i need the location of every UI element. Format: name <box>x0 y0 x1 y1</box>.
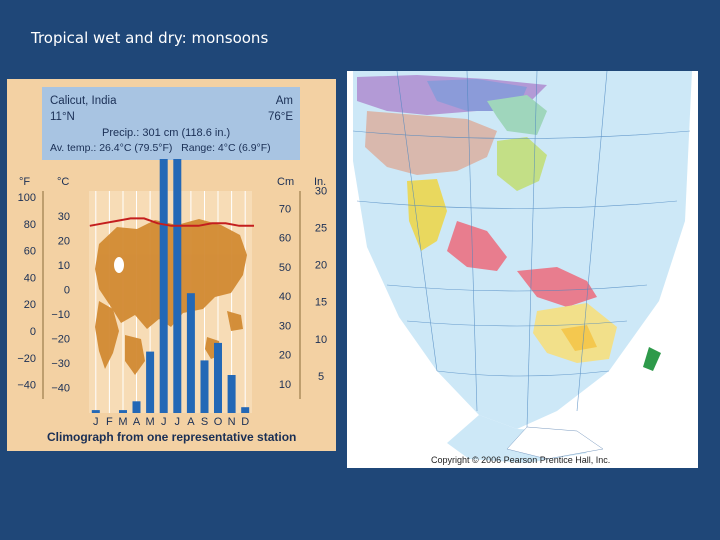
graticule <box>352 71 691 428</box>
cm-tick-label: 30 <box>279 320 291 332</box>
f-tick-label: 20 <box>24 299 36 311</box>
precip-bar <box>173 159 182 413</box>
slide-title: Tropical wet and dry: monsoons <box>31 29 269 47</box>
precip-bar <box>200 360 209 413</box>
f-tick-label: 40 <box>24 272 36 284</box>
precip-bar <box>159 159 168 413</box>
climograph-svg: Calicut, India Am 11°N 76°E Precip.: 301… <box>17 87 327 444</box>
month-label: J <box>93 416 99 428</box>
glacier-patch <box>114 257 124 273</box>
c-axis-label: °C <box>57 176 69 188</box>
f-tick-label: 0 <box>30 326 36 338</box>
in-axis-label: In. <box>314 176 326 188</box>
cm-tick-label: 50 <box>279 262 291 274</box>
f-tick-label: 100 <box>18 192 36 204</box>
c-tick-label: −40 <box>51 383 70 395</box>
cm-tick-label: 10 <box>279 379 291 391</box>
cm-tick-label: 20 <box>279 350 291 362</box>
in-tick-labels: 30 25 20 15 10 5 <box>315 185 327 383</box>
in-tick-label: 25 <box>315 223 327 235</box>
precip-bar <box>91 410 100 413</box>
f-tick-label: 80 <box>24 219 36 231</box>
c-tick-label: 0 <box>64 285 70 297</box>
c-tick-label: 10 <box>58 260 70 272</box>
world-silhouette <box>95 219 247 375</box>
map-copyright: Copyright © 2006 Pearson Prentice Hall, … <box>431 455 610 465</box>
cm-tick-label: 40 <box>279 291 291 303</box>
month-label: J <box>161 416 167 428</box>
precip-bars <box>91 159 250 413</box>
climate-code: Am <box>276 95 293 107</box>
c-tick-label: −10 <box>51 309 70 321</box>
month-label: O <box>214 416 223 428</box>
precip-summary: Precip.: 301 cm (118.6 in.) <box>102 127 230 139</box>
temperature-line <box>89 217 254 227</box>
station-longitude: 76°E <box>268 111 293 123</box>
precip-bar <box>186 293 195 413</box>
station-name: Calicut, India <box>50 95 117 107</box>
month-label: J <box>175 416 181 428</box>
climograph-panel: Calicut, India Am 11°N 76°E Precip.: 301… <box>7 79 336 451</box>
month-label: F <box>106 416 113 428</box>
month-label: M <box>146 416 155 428</box>
f-tick-label: 60 <box>24 246 36 258</box>
cm-tick-labels: 70 60 50 40 30 20 10 <box>279 204 291 391</box>
precip-bar <box>119 410 127 413</box>
f-tick-labels: 100 80 60 40 20 0 −20 −40 <box>17 192 36 392</box>
precip-bar <box>146 351 155 413</box>
precip-bar <box>227 375 236 413</box>
chart-title: Climograph from one representative stati… <box>47 430 296 444</box>
precip-bar <box>214 342 222 413</box>
temp-summary: Av. temp.: 26.4°C (79.5°F) Range: 4°C (6… <box>50 142 271 154</box>
map-svg: Copyright © 2006 Pearson Prentice Hall, … <box>347 71 698 468</box>
c-tick-label: 20 <box>58 236 70 248</box>
precip-bar <box>132 401 141 413</box>
c-tick-label: 30 <box>58 211 70 223</box>
in-tick-label: 30 <box>315 185 327 197</box>
f-tick-label: −40 <box>17 380 36 392</box>
month-label: N <box>228 416 236 428</box>
c-tick-label: −30 <box>51 358 70 370</box>
in-tick-label: 5 <box>318 371 324 383</box>
in-tick-label: 15 <box>315 297 327 309</box>
in-tick-label: 10 <box>315 334 327 346</box>
month-label: A <box>133 416 141 428</box>
cm-tick-label: 70 <box>279 204 291 216</box>
station-info-box <box>42 87 300 160</box>
c-tick-label: −20 <box>51 334 70 346</box>
month-label: S <box>201 416 208 428</box>
in-tick-label: 20 <box>315 260 327 272</box>
precip-bar <box>241 407 250 413</box>
month-label: A <box>187 416 195 428</box>
cm-axis-label: Cm <box>277 176 294 188</box>
f-tick-label: −20 <box>17 353 36 365</box>
cm-tick-label: 60 <box>279 233 291 245</box>
month-label: M <box>118 416 127 428</box>
world-climate-map: Copyright © 2006 Pearson Prentice Hall, … <box>347 71 698 468</box>
f-axis-label: °F <box>19 176 30 188</box>
month-label: D <box>241 416 249 428</box>
station-latitude: 11°N <box>50 111 75 123</box>
c-tick-labels: 30 20 10 0 −10 −20 −30 −40 <box>51 211 70 395</box>
